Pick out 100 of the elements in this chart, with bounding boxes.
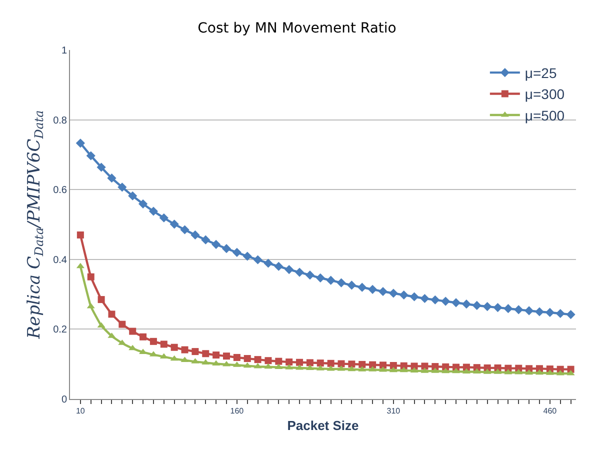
point [388, 288, 398, 298]
point [129, 328, 136, 335]
point [400, 366, 408, 372]
point [243, 362, 252, 368]
point [472, 368, 481, 374]
point [482, 302, 492, 312]
point [504, 368, 512, 374]
point [87, 273, 94, 280]
point [390, 362, 397, 369]
point [327, 360, 334, 367]
point [284, 264, 294, 274]
point [338, 360, 345, 368]
point [514, 305, 524, 314]
point [326, 365, 335, 371]
point [96, 162, 106, 172]
point [180, 225, 190, 234]
point [201, 235, 210, 244]
point [369, 361, 376, 368]
point [348, 360, 356, 368]
y-tick-label: 0.8 [53, 115, 68, 126]
point [410, 292, 419, 302]
y-tick-label: 1 [61, 46, 68, 56]
point [253, 255, 262, 264]
point [140, 333, 147, 340]
point [524, 306, 534, 316]
point [107, 174, 116, 183]
point [493, 303, 502, 312]
point [566, 310, 576, 320]
point [76, 262, 84, 268]
point [264, 363, 272, 369]
point [462, 368, 470, 374]
point [264, 258, 273, 268]
x-axis-title: Packet Size [287, 418, 359, 434]
point [212, 240, 221, 249]
point [462, 364, 470, 371]
point [232, 248, 242, 257]
point [368, 284, 378, 294]
point [410, 362, 418, 370]
point [421, 362, 428, 370]
point [305, 270, 315, 280]
point [212, 352, 220, 359]
point [337, 365, 346, 371]
point [306, 359, 314, 366]
point [286, 358, 293, 366]
chart-title: Cost by MN Movement Ratio [198, 20, 396, 36]
point [348, 366, 356, 372]
point [399, 290, 408, 300]
point [389, 366, 398, 372]
x-tick-label: 10 [76, 406, 86, 416]
point [242, 252, 252, 261]
y-tick-label: 0 [61, 394, 68, 406]
point [138, 199, 148, 208]
point [420, 294, 430, 304]
point [160, 340, 168, 348]
point [76, 231, 84, 238]
point [170, 344, 178, 351]
point [76, 138, 85, 148]
point [294, 268, 304, 277]
point [128, 191, 138, 200]
point [274, 262, 284, 271]
point [462, 300, 471, 309]
point [358, 360, 366, 368]
point [358, 282, 367, 292]
point [347, 280, 356, 290]
point [326, 276, 336, 285]
point [98, 296, 105, 304]
point [379, 362, 386, 369]
point [430, 295, 440, 304]
point [275, 358, 282, 365]
x-tick-label: 310 [386, 406, 401, 416]
point [525, 369, 534, 375]
point [118, 182, 127, 192]
legend-label: μ=500 [524, 107, 565, 124]
point [181, 346, 188, 354]
point [190, 230, 200, 240]
point [432, 363, 439, 370]
point [504, 304, 513, 314]
x-tick-label: 460 [543, 406, 558, 416]
point [108, 310, 116, 318]
point [336, 278, 346, 288]
y-tick-label: 0.6 [53, 185, 68, 196]
point [222, 352, 230, 360]
point [244, 355, 251, 362]
x-tick-label: 160 [230, 406, 244, 416]
legend-label: μ=25 [524, 65, 557, 82]
point [451, 298, 461, 308]
point [180, 356, 189, 362]
point [442, 368, 450, 374]
point [192, 348, 199, 356]
point [170, 220, 179, 229]
point [148, 206, 158, 216]
point [150, 338, 157, 345]
point [264, 357, 272, 364]
point [222, 244, 232, 254]
point [316, 273, 325, 282]
y-tick-label: 0.2 [53, 324, 68, 336]
point [202, 350, 210, 358]
point [472, 300, 482, 310]
point [86, 151, 96, 160]
point [170, 355, 178, 361]
